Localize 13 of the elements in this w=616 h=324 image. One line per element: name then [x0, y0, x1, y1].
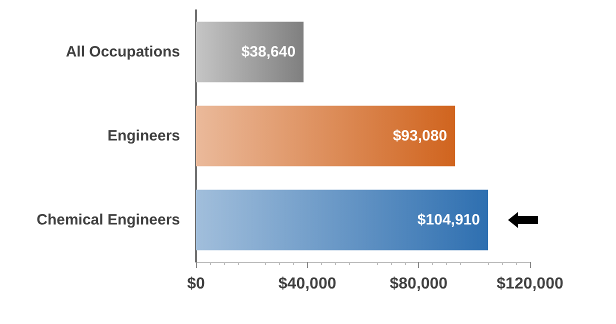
x-tick-label: $80,000	[390, 276, 448, 292]
bar	[196, 106, 456, 166]
bar	[196, 190, 488, 250]
x-tick-label: $0	[187, 276, 205, 292]
x-tick-label: $120,000	[496, 276, 564, 292]
y-tick-label: Engineers	[107, 128, 180, 144]
data-label: $104,910	[417, 212, 480, 228]
data-label: $93,080	[392, 128, 448, 144]
bar	[196, 22, 304, 82]
data-label: $38,640	[241, 44, 296, 60]
x-tick-label: $40,000	[278, 276, 336, 292]
y-tick-label: All Occupations	[66, 44, 180, 60]
y-tick-label: Chemical Engineers	[36, 212, 180, 228]
